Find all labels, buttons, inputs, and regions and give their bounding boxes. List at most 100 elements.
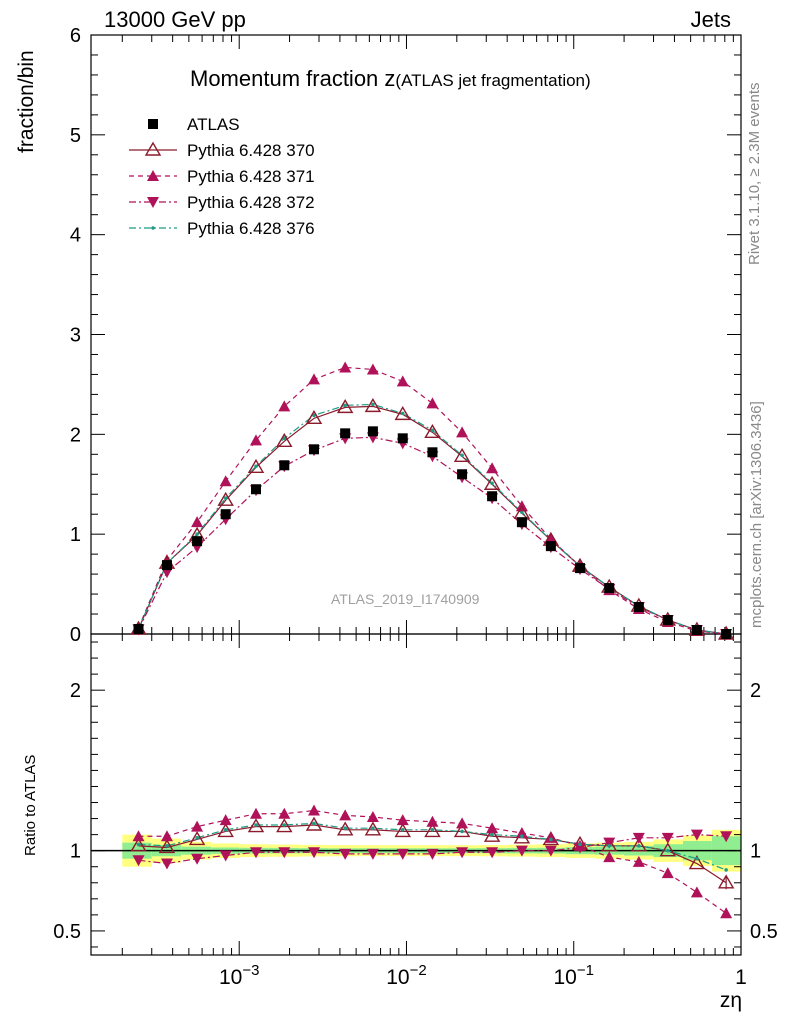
y-tick-label: 0 (70, 624, 81, 646)
ratio-py372-point (690, 829, 703, 841)
ratio-py371-point (339, 809, 352, 821)
py371-point (219, 475, 232, 487)
y-tick-label: 1 (70, 524, 81, 546)
ratio-py371-point (661, 867, 674, 879)
ratio-py370-point (394, 823, 411, 838)
py371-point (249, 434, 262, 446)
py371-point (339, 361, 352, 373)
legend-label: ATLAS (187, 115, 240, 134)
ratio-py370-point (424, 823, 441, 838)
py370-point (247, 458, 265, 473)
atlas-data-point (250, 484, 261, 495)
py370-point (453, 447, 471, 462)
ratio-py370-point (336, 821, 354, 836)
py376-point (371, 402, 375, 407)
py371-point (486, 462, 499, 474)
py371-point (191, 516, 204, 528)
legend-label: Pythia 6.428 372 (187, 193, 315, 212)
py370-point (305, 409, 323, 425)
py376-point (490, 481, 494, 486)
ratio-py376-point (549, 837, 553, 842)
ratio-py370-point (483, 827, 501, 842)
ratio-py372-point (456, 847, 469, 859)
ratio-py372-point (720, 831, 733, 843)
ratio-py372-point (307, 847, 320, 859)
py370-point (276, 432, 293, 448)
py376-point (430, 428, 435, 433)
ratio-py376-point (400, 828, 405, 832)
ratio-py372-point (278, 847, 291, 859)
atlas-data-point (604, 583, 615, 594)
header-left: 13000 GeV pp (104, 7, 246, 32)
analysis-watermark: ATLAS_2019_I1740909 (331, 591, 480, 607)
py370-point (336, 398, 354, 414)
x-tick-label: 10−3 (219, 962, 259, 989)
ratio-py372-point (191, 853, 204, 865)
ratio-py376-point (724, 868, 728, 872)
ratio-py376-point (312, 821, 316, 826)
ratio-py372-point (160, 858, 173, 870)
ratio-py371-point (426, 815, 439, 827)
ratio-py376-point (665, 848, 670, 853)
py371-point (366, 363, 379, 375)
legend-marker (148, 119, 158, 129)
ratio-py372-point (132, 855, 145, 867)
ratio-py370-point (453, 823, 471, 838)
ratio-py376-point (695, 856, 699, 861)
ratio-py376-point (520, 834, 524, 839)
ratio-py376-point (223, 828, 228, 832)
ratio-py376-point (607, 844, 612, 848)
ratio-tick-label-left: 2 (70, 680, 81, 702)
py376-point (282, 436, 287, 441)
ratio-py372-point (661, 832, 674, 844)
py370-point (364, 397, 382, 413)
ratio-py376-point (254, 823, 258, 827)
py376-point (520, 510, 524, 515)
ratio-tick-label-left: 0.5 (53, 921, 81, 943)
ratio-py371-point (456, 817, 469, 829)
atlas-data-point (457, 469, 468, 480)
atlas-data-point (487, 491, 498, 502)
x-tick-label: 1 (735, 966, 747, 989)
py376-point (343, 403, 347, 408)
atlas-data-point (397, 433, 408, 444)
atlas-data-point (133, 624, 144, 635)
py376-point (400, 411, 405, 416)
atlas-data-point (574, 563, 585, 574)
ratio-py372-point (249, 847, 262, 859)
legend-label: Pythia 6.428 370 (187, 141, 315, 160)
chart-title-main: Momentum fraction z (190, 66, 396, 91)
ratio-py372-point (603, 837, 616, 849)
ratio-py371-point (632, 855, 645, 867)
y-tick-label: 4 (70, 225, 81, 247)
ratio-py371-point (307, 804, 320, 816)
ratio-py372-point (219, 850, 232, 862)
ratio-py372-point (486, 847, 499, 859)
bottom-panel-frame (90, 633, 742, 956)
chart-title: Momentum fraction z(ATLAS jet fragmentat… (190, 66, 591, 92)
ratio-py371-point (366, 810, 379, 822)
ratio-tick-label-left: 1 (70, 841, 81, 863)
py371-point (456, 426, 469, 438)
ratio-tick-label-right: 1 (750, 841, 761, 863)
ratio-py370-point (659, 842, 677, 857)
legend-label: Pythia 6.428 371 (187, 167, 315, 186)
ratio-py376-point (578, 842, 582, 847)
x-tick-label: 10−1 (554, 962, 594, 989)
ratio-py372-point (396, 848, 409, 860)
py371-point (278, 400, 291, 412)
y-tick-label: 2 (70, 424, 81, 446)
py370-point (394, 405, 411, 421)
ratio-tick-label-right: 0.5 (750, 921, 778, 943)
atlas-data-point (161, 560, 172, 571)
y-tick-label: 5 (70, 125, 81, 147)
atlas-data-point (279, 460, 290, 471)
ratio-py371-point (278, 807, 291, 819)
ratio-py372-point (426, 848, 439, 860)
atlas-data-point (220, 509, 231, 520)
ratio-py376-point (490, 832, 494, 837)
legend-marker (151, 226, 155, 230)
ratio-py372-point (515, 845, 528, 857)
ratio-py371-point (219, 814, 232, 826)
py370-point (217, 491, 234, 506)
